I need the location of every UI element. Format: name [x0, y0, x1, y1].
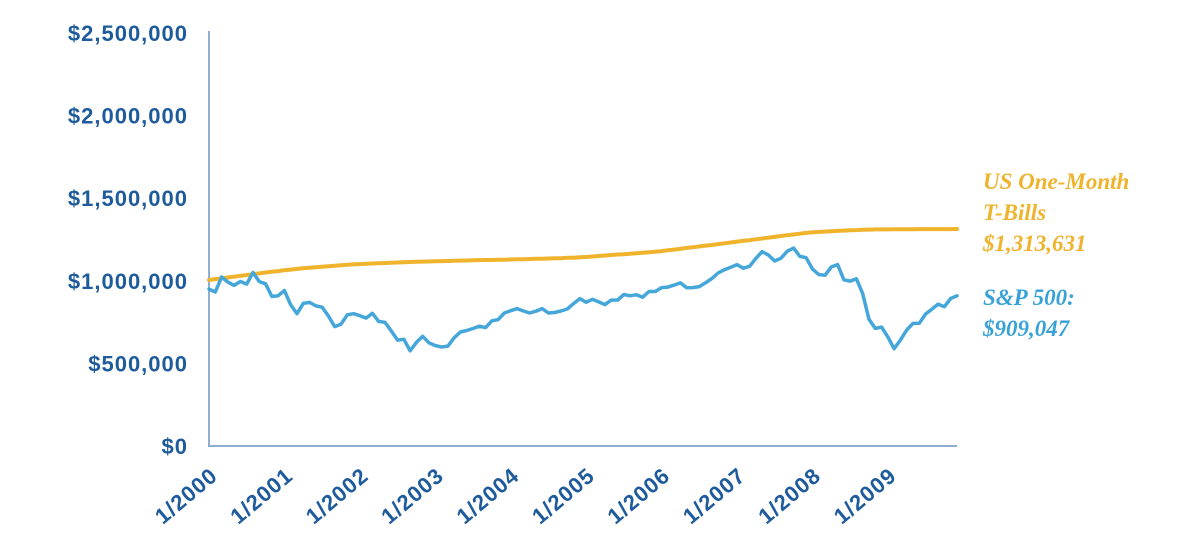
x-tick-label: 1/2004 — [452, 463, 524, 529]
legend-tbills-name-line1: US One-Month — [983, 169, 1130, 194]
x-tick-label: 1/2008 — [753, 463, 825, 529]
legend-sp500-name: S&P 500: — [983, 285, 1075, 310]
x-tick-label: 1/2006 — [603, 463, 675, 529]
x-tick-label: 1/2001 — [225, 463, 297, 529]
legend-sp500-entry: S&P 500: $909,047 — [983, 282, 1188, 344]
sp500-line — [207, 246, 959, 353]
y-tick-label: $0 — [162, 434, 188, 459]
legend: US One-Month T-Bills $1,313,631 S&P 500:… — [983, 166, 1188, 344]
legend-tbills-name-line2: T-Bills — [983, 200, 1047, 225]
x-tick-label: 1/2007 — [678, 463, 750, 529]
x-tick-label: 1/2002 — [301, 463, 373, 529]
y-tick-label: $500,000 — [88, 351, 188, 376]
y-tick-label: $2,500,000 — [68, 21, 188, 46]
x-tick-label: 1/2000 — [150, 463, 222, 529]
legend-sp500-value: $909,047 — [983, 316, 1070, 341]
y-tick-label: $2,000,000 — [68, 104, 188, 129]
x-tick-label: 1/2005 — [527, 463, 599, 529]
x-tick-label: 1/2009 — [829, 463, 901, 529]
x-tick-label: 1/2003 — [376, 463, 448, 529]
y-tick-label: $1,500,000 — [68, 186, 188, 211]
legend-tbills-value: $1,313,631 — [983, 231, 1087, 256]
legend-tbills-entry: US One-Month T-Bills $1,313,631 — [983, 166, 1188, 259]
tbills-line — [207, 227, 959, 282]
y-tick-label: $1,000,000 — [68, 269, 188, 294]
